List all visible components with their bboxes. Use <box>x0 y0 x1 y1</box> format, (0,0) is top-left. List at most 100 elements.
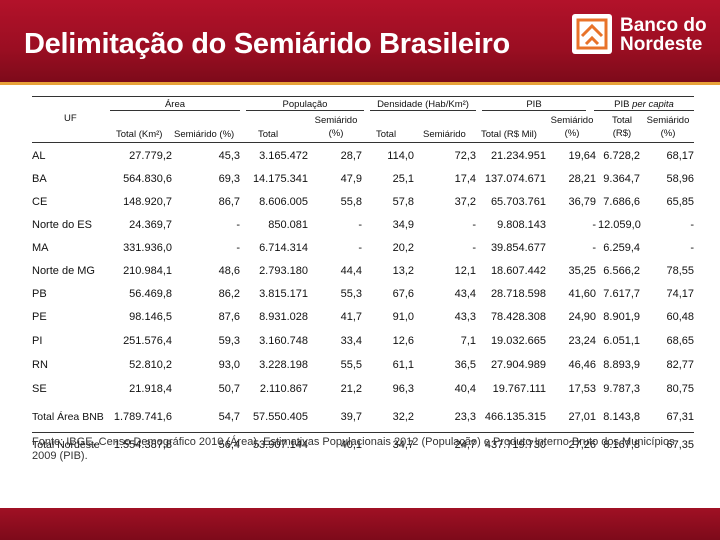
cell-pop-semi: 55,3 <box>340 288 362 300</box>
cell-area-semi: 93,0 <box>218 359 240 371</box>
pop-underline <box>246 110 364 111</box>
table-top-rule <box>32 96 694 97</box>
cell-pc-semi: - <box>690 242 694 254</box>
cell-pib-semi: 41,60 <box>568 288 596 300</box>
banco-do-nordeste-logo: Banco do Nordeste <box>568 14 708 62</box>
cell-dens-total: 91,0 <box>392 311 414 323</box>
cell-pib-total: 65.703.761 <box>490 196 546 208</box>
source-note: Fonte: IBGE, Censo Demográfico 2010 (Áre… <box>32 436 675 462</box>
cell-dens-semi: - <box>472 242 476 254</box>
cell-pc-total: 9.787,3 <box>603 383 640 395</box>
cell-area-semi: 86,2 <box>218 288 240 300</box>
cell-pop-total: 14.175.341 <box>252 173 308 185</box>
cell-pc-semi: - <box>690 219 694 231</box>
cell-area-semi: 56,4 <box>218 439 240 451</box>
cell-dens-semi: 72,3 <box>454 150 476 162</box>
cell-pop-total: 850.081 <box>268 219 308 231</box>
cell-area-total: 1.789.741,6 <box>113 411 172 423</box>
cell-pc-semi: 67,35 <box>666 439 694 451</box>
cell-pc-semi: 65,85 <box>666 196 694 208</box>
cell-pib-total: 21.234.951 <box>490 150 546 162</box>
cell-pc-total: 7.686,6 <box>603 196 640 208</box>
cell-area-total: 1.554.387,8 <box>113 439 172 451</box>
cell-area-semi: 59,3 <box>218 335 240 347</box>
cell-uf: AL <box>32 150 46 162</box>
cell-pop-semi: 55,5 <box>340 359 362 371</box>
subheader-dens-semiarido: Semiárido <box>423 129 466 140</box>
cell-dens-total: 25,1 <box>392 173 414 185</box>
logo-line-2: Nordeste <box>620 34 703 55</box>
cell-dens-semi: 43,3 <box>454 311 476 323</box>
cell-pc-total: 12.059,0 <box>598 219 641 231</box>
cell-dens-total: 61,1 <box>392 359 414 371</box>
cell-pop-semi: - <box>358 242 362 254</box>
cell-pib-total: 18.607.442 <box>490 265 546 277</box>
cell-pib-total: 137.074.671 <box>484 173 546 185</box>
slide-title: Delimitação do Semiárido Brasileiro <box>24 28 510 60</box>
header-uf: UF <box>64 113 77 124</box>
subheader-pc-semiarido: Semiárido (%) <box>646 115 690 139</box>
cell-pc-total: 6.566,2 <box>603 265 640 277</box>
cell-area-semi: - <box>236 242 240 254</box>
cell-dens-total: 34,7 <box>392 439 414 451</box>
cell-dens-total: 67,6 <box>392 288 414 300</box>
cell-pc-semi: 68,65 <box>666 335 694 347</box>
cell-area-semi: 87,6 <box>218 311 240 323</box>
cell-pop-total: 2.793.180 <box>259 265 308 277</box>
cell-dens-total: 114,0 <box>387 150 414 162</box>
accent-line <box>0 82 720 85</box>
cell-pc-total: 8.167,8 <box>603 439 640 451</box>
cell-dens-total: 34,9 <box>392 219 414 231</box>
cell-dens-total: 32,2 <box>392 411 414 423</box>
cell-pop-total: 57.550.405 <box>252 411 308 423</box>
cell-pc-total: 6.259,4 <box>603 242 640 254</box>
subheader-pib-total: Total (R$ Mil) <box>481 129 537 140</box>
cell-dens-total: 12,6 <box>392 335 414 347</box>
cell-pop-total: 6.714.314 <box>259 242 308 254</box>
header-pib-per-capita: PIB per capita <box>614 99 674 110</box>
header-bottom-rule <box>32 142 694 143</box>
cell-pib-semi: 46,46 <box>568 359 596 371</box>
cell-pc-semi: 80,75 <box>666 383 694 395</box>
cell-pop-semi: 55,8 <box>340 196 362 208</box>
cell-pc-semi: 78,55 <box>666 265 694 277</box>
cell-dens-total: 20,2 <box>392 242 414 254</box>
cell-pc-total: 8.893,9 <box>603 359 640 371</box>
cell-uf: PE <box>32 311 47 323</box>
cell-pc-total: 6.051,1 <box>603 335 640 347</box>
cell-pop-total: 3.165.472 <box>259 150 308 162</box>
cell-pc-total: 8.143,8 <box>603 411 640 423</box>
subheader-pc-total: Total (R$) <box>611 115 633 139</box>
cell-pib-semi: 19,64 <box>568 150 596 162</box>
footer-band <box>0 508 720 540</box>
cell-pop-semi: 47,9 <box>340 173 362 185</box>
cell-pib-total: 78.428.308 <box>490 311 546 323</box>
cell-pop-total: 8.931.028 <box>259 311 308 323</box>
area-underline <box>110 110 240 111</box>
cell-area-semi: 86,7 <box>218 196 240 208</box>
pibpc-underline <box>594 110 694 111</box>
cell-uf: BA <box>32 173 47 185</box>
cell-pc-semi: 82,77 <box>666 359 694 371</box>
cell-dens-total: 57,8 <box>392 196 414 208</box>
cell-dens-semi: 24,7 <box>454 439 476 451</box>
header-area: Área <box>164 99 186 110</box>
cell-area-total: 24.369,7 <box>129 219 172 231</box>
cell-dens-semi: - <box>472 219 476 231</box>
cell-area-total: 564.830,6 <box>123 173 172 185</box>
cell-dens-semi: 43,4 <box>454 288 476 300</box>
cell-area-total: 98.146,5 <box>129 311 172 323</box>
cell-area-semi: 45,3 <box>218 150 240 162</box>
cell-pib-total: 19.032.665 <box>490 335 546 347</box>
cell-uf: SE <box>32 383 47 395</box>
subheader-dens-total: Total <box>376 129 397 140</box>
cell-pc-semi: 67,31 <box>666 411 694 423</box>
cell-pib-total: 19.767.111 <box>492 383 546 395</box>
logo-mark-icon <box>572 14 612 54</box>
cell-area-total: 251.576,4 <box>123 335 172 347</box>
pib-underline <box>482 110 586 111</box>
cell-pop-semi: 40,1 <box>340 439 362 451</box>
cell-pop-total: 53.907.144 <box>252 439 308 451</box>
cell-area-total: 21.918,4 <box>129 383 172 395</box>
cell-pib-total: 39.854.677 <box>490 242 546 254</box>
